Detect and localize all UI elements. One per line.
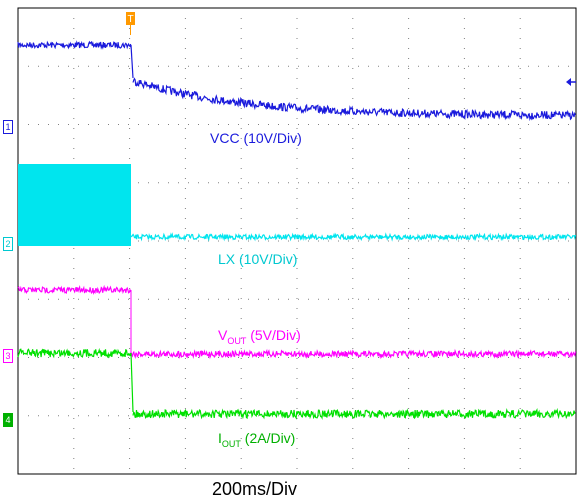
channel-3-marker: 3 [3, 349, 13, 363]
traces [17, 40, 577, 421]
trigger-marker: T [126, 12, 135, 35]
iout-label-rest: (2A/Div) [240, 430, 296, 446]
vout-label-rest: (5V/Div) [246, 327, 301, 343]
vout-label-main: V [218, 327, 228, 343]
reference-arrow-icon [566, 78, 576, 86]
x-axis-label: 200ms/Div [212, 479, 298, 499]
svg-text:T: T [127, 14, 133, 25]
vcc-trace-edge [130, 44, 134, 79]
vout-trace-before [17, 284, 132, 295]
vcc-trace-after [132, 77, 576, 122]
channel-2-marker: 2 [3, 237, 13, 251]
vcc-trace-before [17, 40, 132, 50]
channel-1-marker: 1 [3, 120, 13, 134]
iout-trace-before [17, 347, 132, 359]
lx-trace-after [130, 232, 577, 242]
lx-label: LX (10V/Div) [218, 251, 298, 267]
iout-trace-edge [130, 352, 134, 413]
iout-label: IOUT (2A/Div) [218, 430, 295, 449]
iout-trace-after [132, 407, 576, 421]
channel-4-marker: 4 [3, 413, 13, 427]
vout-trace-after [130, 348, 577, 360]
iout-label-main: I [218, 430, 222, 446]
vout-label-sub: OUT [227, 335, 247, 346]
iout-label-sub: OUT [221, 438, 241, 449]
lx-trace-switching [18, 164, 131, 246]
vcc-label: VCC (10V/Div) [210, 130, 302, 146]
vout-label: VOUT (5V/Div) [218, 327, 301, 346]
